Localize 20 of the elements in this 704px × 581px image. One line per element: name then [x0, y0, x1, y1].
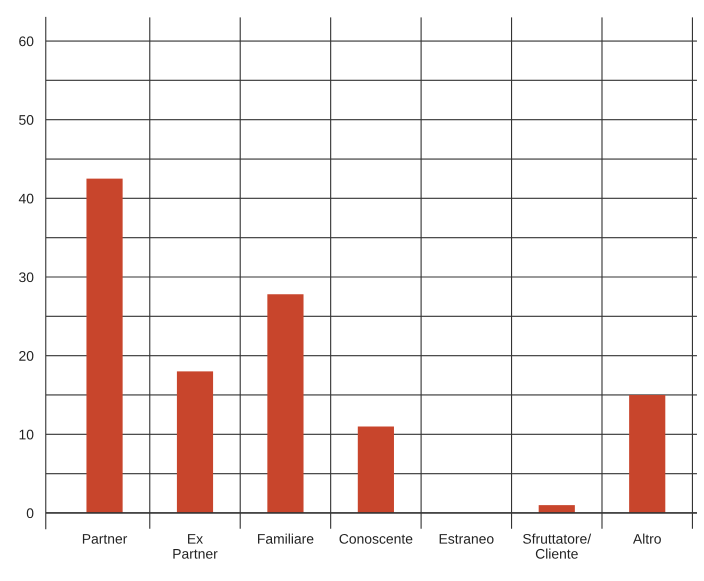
bar [176, 371, 214, 513]
y-tick-label: 20 [19, 350, 34, 361]
bar [267, 294, 304, 513]
bar [86, 178, 123, 513]
y-tick-label: 40 [18, 194, 34, 204]
y-tick-label: 60 [19, 36, 34, 46]
bar [358, 426, 394, 513]
x-tick-label: Ex Partner [173, 534, 218, 559]
x-tick-label: Altro [632, 534, 661, 544]
x-tick-label: Conoscente [340, 534, 412, 544]
x-tick-label: Partner [82, 534, 128, 544]
x-tick-label: Estraneo [440, 534, 494, 544]
y-tick-label: 30 [19, 272, 34, 282]
bar [629, 394, 666, 513]
y-tick-label: 50 [19, 115, 34, 125]
y-tick-label: 10 [20, 430, 34, 440]
x-tick-label: Familiare [258, 534, 314, 544]
y-tick-label: 0 [26, 508, 34, 518]
x-tick-label: Sfruttatore/ Cliente [523, 534, 592, 559]
bar [538, 505, 575, 513]
